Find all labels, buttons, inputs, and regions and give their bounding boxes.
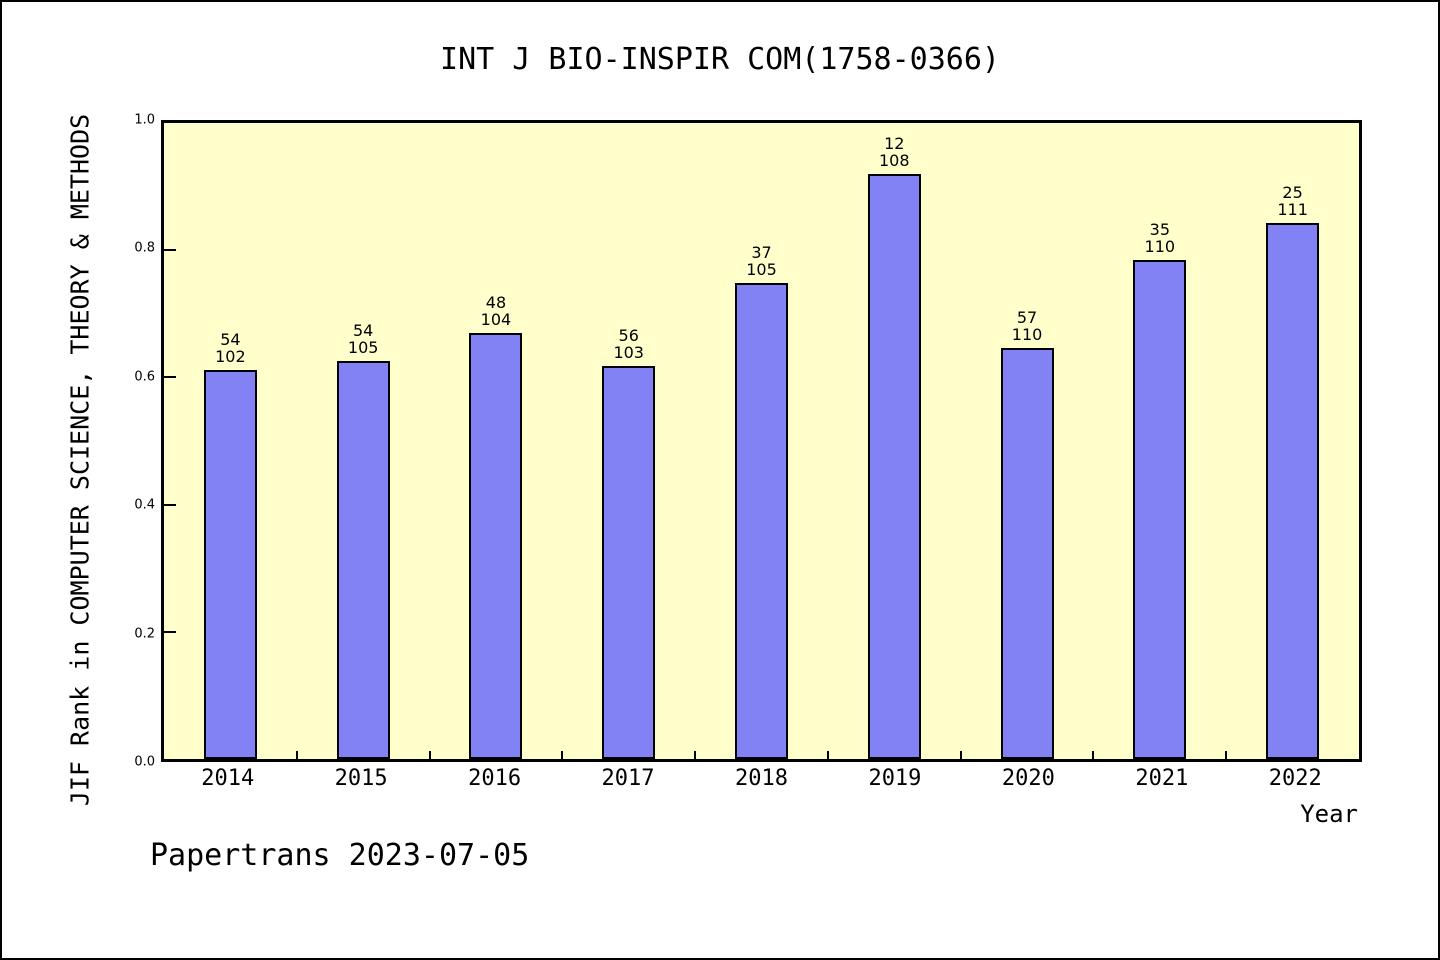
bar-2019 [867, 173, 921, 759]
bar-total: 110 [1144, 236, 1176, 256]
bar-2022 [1266, 222, 1320, 759]
x-tick-label-2018: 2018 [735, 766, 788, 791]
x-tick-label-2016: 2016 [468, 766, 522, 791]
bar-2021 [1133, 259, 1187, 759]
x-minor-tick [826, 751, 829, 759]
bar-2016 [469, 332, 523, 759]
x-tick-label-2020: 2020 [1001, 766, 1055, 791]
x-minor-tick [295, 751, 298, 759]
bar-rank: 48 [485, 292, 507, 312]
bar-total: 103 [613, 342, 644, 362]
bar-2015 [336, 360, 390, 759]
x-minor-tick [694, 751, 697, 759]
x-tick-label-2022: 2022 [1268, 766, 1322, 791]
bar-total: 105 [347, 337, 379, 357]
bar-2018 [735, 283, 788, 759]
bar-total: 111 [1277, 199, 1308, 219]
bar-rank: 54 [220, 330, 241, 350]
x-axis-label: Year [1300, 800, 1358, 828]
bar-label-2014: 54 102 [215, 331, 246, 365]
x-minor-tick [1092, 751, 1095, 759]
bar-label-2017: 56 103 [613, 327, 644, 361]
bar-label-2020: 57 110 [1012, 309, 1043, 343]
bar-rank: 37 [751, 243, 772, 263]
x-minor-tick [1225, 751, 1228, 759]
y-tick-label-0.0: 0.0 [134, 754, 155, 770]
bar-rank: 57 [1016, 308, 1038, 328]
bar-label-2019: 12 108 [879, 135, 910, 169]
bar-label-2021: 35 110 [1145, 221, 1176, 255]
bar-rank: 12 [884, 133, 905, 153]
y-tick-mark [164, 249, 176, 252]
x-tick-label-2017: 2017 [601, 766, 655, 791]
bar-label-2022: 25 111 [1277, 184, 1308, 218]
y-tick-label-0.6: 0.6 [134, 369, 155, 385]
x-tick-label-2021: 2021 [1135, 766, 1189, 791]
bar-2014 [203, 370, 257, 759]
bar-total: 105 [746, 260, 777, 280]
x-axis-tick-labels: 2014 2015 2016 2017 2018 2019 2020 2021 2022 [161, 766, 1362, 794]
bar-2017 [602, 365, 656, 759]
plot-area: 54 102 54 105 48 104 56 103 37 105 12 108 57 110 35 110… [161, 120, 1362, 762]
bar-label-2018: 37 105 [746, 244, 777, 278]
bar-total: 102 [215, 347, 246, 367]
footer-watermark: Papertrans 2023-07-05 [150, 838, 530, 873]
y-tick-label-0.4: 0.4 [134, 497, 155, 513]
bar-2020 [1000, 348, 1054, 759]
bar-rank: 54 [352, 320, 374, 340]
y-tick-mark [164, 376, 176, 379]
bar-label-2015: 54 105 [348, 322, 379, 356]
x-tick-label-2015: 2015 [334, 766, 388, 791]
x-minor-tick [959, 751, 962, 759]
y-axis-tick-labels: 0.0 0.2 0.4 0.6 0.8 1.0 [2, 113, 155, 770]
x-minor-tick [428, 751, 431, 759]
bar-rank: 35 [1149, 219, 1171, 239]
bar-rank: 56 [618, 325, 639, 345]
y-tick-label-0.2: 0.2 [134, 626, 155, 642]
x-tick-label-2014: 2014 [201, 766, 255, 791]
y-tick-label-1.0: 1.0 [134, 112, 155, 128]
y-tick-mark [164, 630, 176, 633]
bar-total: 110 [1011, 325, 1043, 345]
x-minor-tick [561, 751, 564, 759]
y-tick-label-0.8: 0.8 [134, 240, 155, 256]
bar-total: 108 [878, 150, 910, 170]
bar-label-2016: 48 104 [481, 294, 512, 328]
chart-title: INT J BIO-INSPIR COM(1758-0366) [440, 42, 1000, 77]
bar-rank: 25 [1282, 182, 1303, 202]
y-tick-mark [164, 503, 176, 506]
bar-total: 104 [480, 309, 512, 329]
x-tick-label-2019: 2019 [868, 766, 922, 791]
